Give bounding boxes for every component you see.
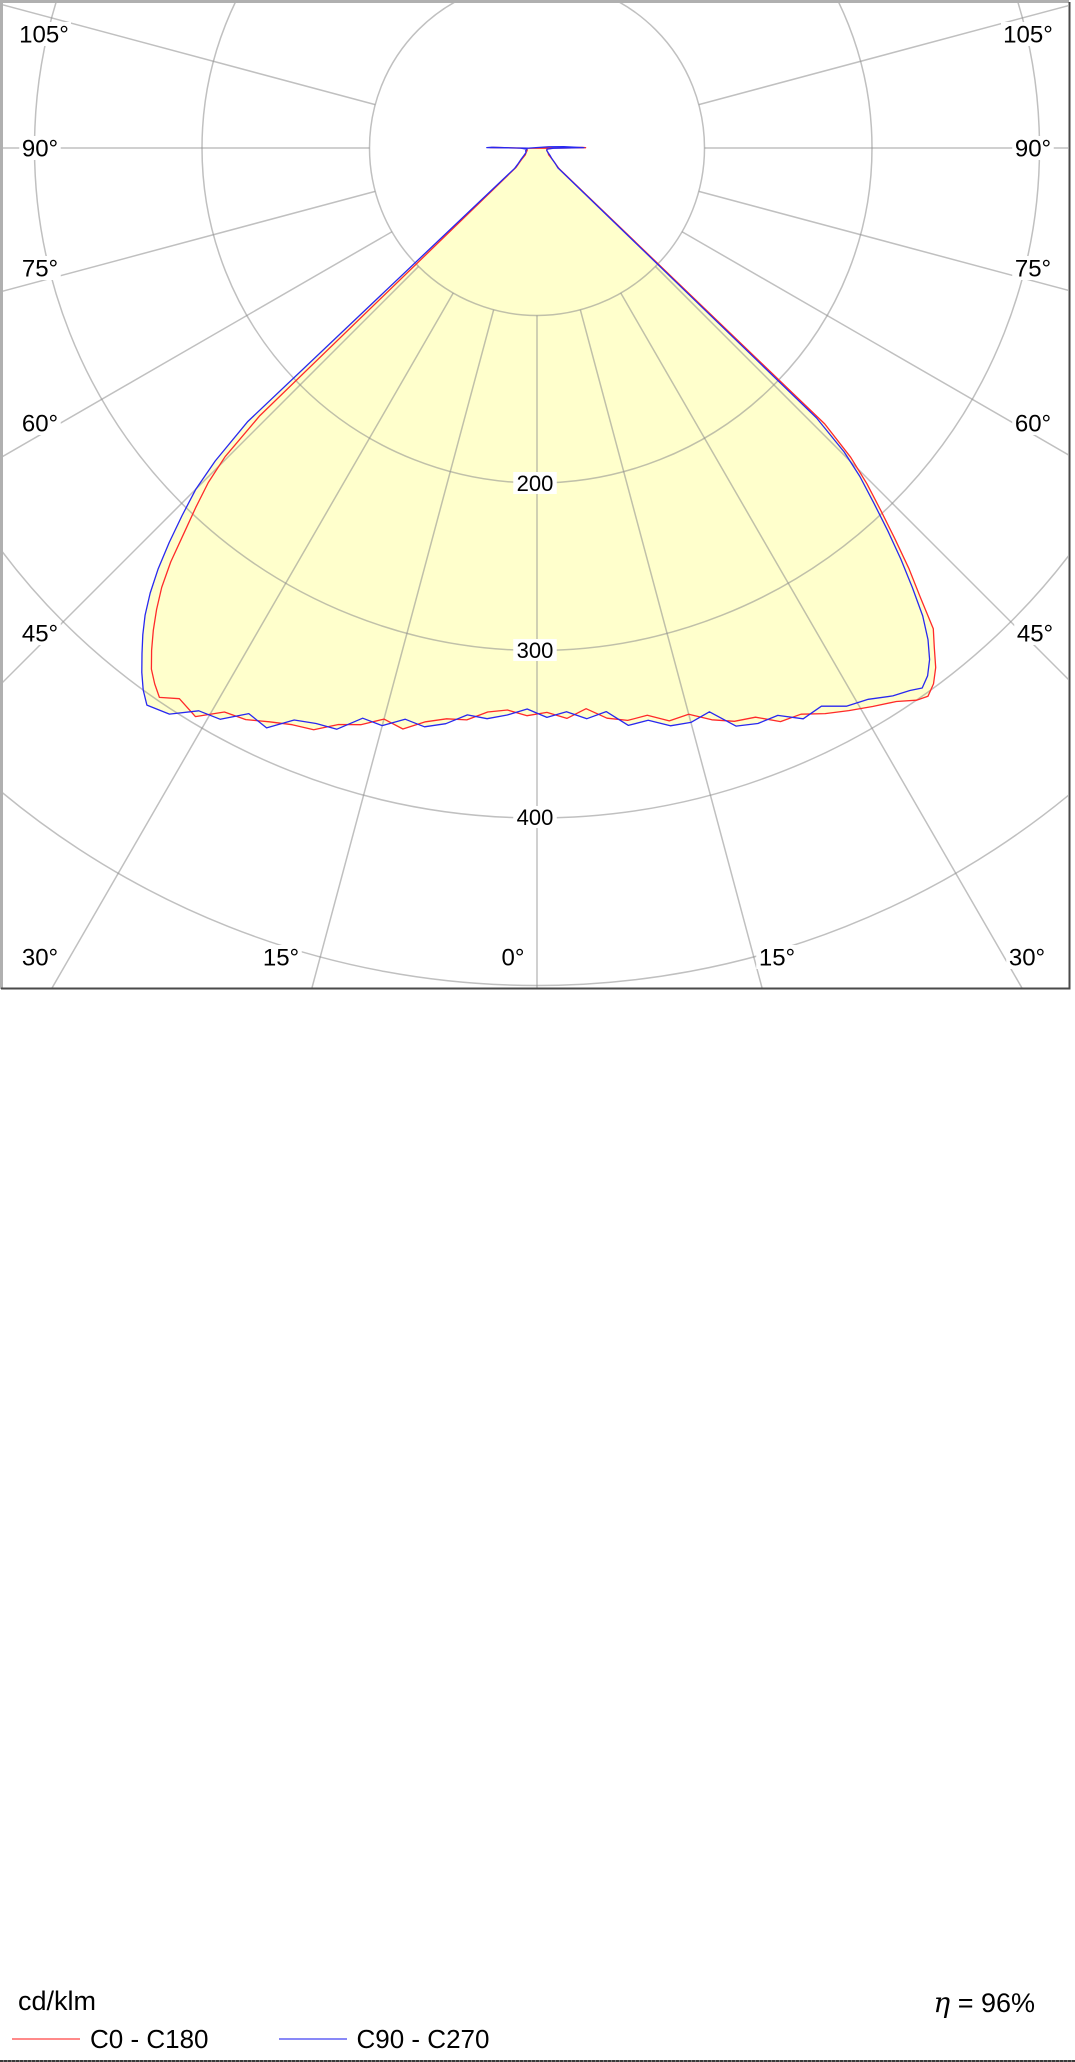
legend-line-blue [278,2038,347,2040]
svg-text:90°: 90° [1015,136,1051,163]
eta-value: = 96% [957,1988,1035,2018]
polar-photometric-chart: 200 300 400 105° 90° 75° 60° 45° 30° 15° 0° 15° 30° 4… [0,0,1075,991]
svg-text:30°: 30° [1009,945,1045,972]
svg-text:15°: 15° [263,945,299,972]
svg-text:105°: 105° [19,22,69,49]
svg-text:300: 300 [517,638,554,663]
legend: C0 - C180 C90 - C270 [0,2024,489,2054]
legend-label: C90 - C270 [356,2023,490,2054]
svg-text:75°: 75° [22,256,58,283]
svg-text:90°: 90° [22,136,58,163]
svg-text:45°: 45° [1017,621,1053,648]
svg-text:200: 200 [517,471,554,496]
svg-text:15°: 15° [759,945,795,972]
svg-text:105°: 105° [1003,22,1053,49]
svg-text:45°: 45° [22,621,58,648]
svg-text:30°: 30° [22,945,58,972]
legend-item-c0-c180: C0 - C180 [0,2024,209,2055]
legend-item-c90-c270: C90 - C270 [209,2023,490,2055]
svg-text:75°: 75° [1015,256,1051,283]
unit-label: cd/klm [18,1986,97,2016]
legend-label: C0 - C180 [90,2023,209,2054]
legend-line-red [12,2038,80,2040]
chart-footer: cd/klm η = 96% C0 - C180 C90 - C270 [0,990,1075,2062]
svg-text:400: 400 [517,805,554,830]
eta-symbol: η [933,1986,951,2019]
efficiency-label: η = 96% [933,1986,1035,2019]
polar-chart-svg: 200 300 400 105° 90° 75° 60° 45° 30° 15° 0° 15° 30° 4… [0,0,1071,990]
svg-text:60°: 60° [1015,411,1051,438]
svg-text:0°: 0° [502,945,525,972]
svg-text:60°: 60° [22,411,58,438]
